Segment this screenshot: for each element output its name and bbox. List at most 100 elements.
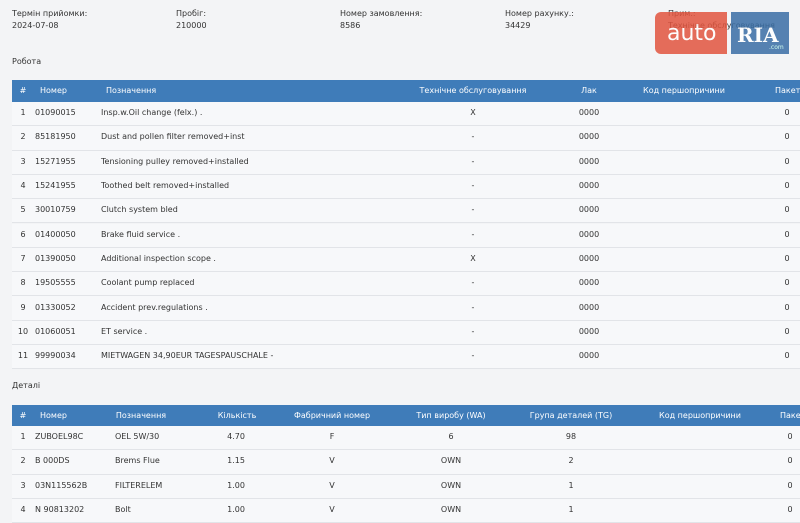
cell: 4 [20,181,26,191]
cell: OEL 5W/30 [115,432,160,442]
cell: Tensioning pulley removed+installed [101,156,249,166]
cell: Accident prev.regulations . [101,302,208,312]
cell: N 90813202 [35,505,85,515]
field-label: Номер рахунку.: [505,9,574,18]
table-row [12,150,800,175]
table-row [12,345,800,370]
logo-text: RIA [737,23,779,47]
cell: 01090015 [35,108,76,118]
cell: 0 [787,505,793,515]
cell: 8 [20,278,26,288]
table-row [12,474,800,499]
logo-text: .com [769,44,784,51]
cell: 0000 [578,108,600,118]
cell: 99990034 [35,351,76,361]
field-label: Пробіг: [176,9,207,18]
cell: 15241955 [35,181,76,191]
table-row [12,272,800,297]
field-label: Термін прийомки: [12,9,88,18]
cell: 10 [17,326,29,336]
cell: 0000 [578,181,600,191]
cell: 1.00 [227,505,245,515]
column-header: Позначення [115,411,167,420]
cell: 0000 [578,253,600,263]
column-header: Код першопричини [643,86,725,95]
cell: 6 [448,432,454,442]
cell: 0 [787,480,793,490]
cell: 5 [20,205,26,215]
column-header: Пакет [775,86,800,95]
cell: 0 [784,229,790,239]
cell: F [329,432,335,442]
cell: 85181950 [35,132,76,142]
cell: 11 [17,351,29,361]
field-label: Номер замовлення: [340,9,423,18]
cell: 9 [20,302,26,312]
cell: Brems Flue [115,456,160,466]
table-row [12,223,800,248]
cell: 19505555 [35,278,76,288]
table-row [12,498,800,523]
column-header: Тип виробу (WA) [416,411,486,420]
cell: X [470,108,476,118]
cell: Additional inspection scope . [101,253,216,263]
cell: 1 [20,432,26,442]
cell: X [470,253,476,263]
column-header: Пакет [780,411,800,420]
cell: 4.70 [227,432,245,442]
column-header: # [19,86,27,95]
logo-blue [731,12,789,54]
table-header [12,405,800,427]
column-header: Номер [40,86,67,95]
cell: 3 [20,480,26,490]
cell: 0 [784,108,790,118]
cell: 6 [20,229,26,239]
table-row [12,247,800,273]
column-header: Фабричний номер [293,411,371,420]
cell: OWN [440,480,462,490]
field-value: 34429 [505,21,531,30]
cell: 0000 [578,278,600,288]
cell: - [471,181,475,191]
cell: 0000 [578,302,600,312]
field-value: 2024-07-08 [12,21,59,30]
logo-red [655,12,727,54]
cell: 01400050 [35,229,76,239]
cell: - [471,326,475,336]
cell: Clutch system bled [101,205,178,215]
table-row [12,102,800,127]
cell: FILTERELEM [115,480,163,490]
cell: 01330052 [35,302,76,312]
cell: Brake fluid service . [101,229,181,239]
cell: ZUBOEL98C [35,432,84,442]
cell: - [471,229,475,239]
cell: 0000 [578,205,600,215]
cell: 0 [784,351,790,361]
column-header: Група деталей (TG) [529,411,613,420]
cell: 0 [784,278,790,288]
column-header: Кількість [217,411,257,420]
cell: 0 [784,156,790,166]
cell: 1 [568,480,574,490]
section-title: Робота [12,57,42,66]
cell: 15271955 [35,156,76,166]
cell: 1.00 [227,480,245,490]
cell: 0 [787,432,793,442]
logo: auto RIA .com [655,8,789,54]
table-row [12,320,800,345]
cell: 7 [20,253,26,263]
cell: 03N115562B [35,480,88,490]
column-header: Код першопричини [659,411,741,420]
cell: 2 [568,456,574,466]
cell: 0 [787,456,793,466]
column-header: Лак [581,86,597,95]
cell: ET service . [101,326,148,336]
table-row [12,174,800,200]
table-row [12,126,800,151]
column-header: # [19,411,27,420]
cell: Dust and pollen filter removed+inst [101,132,245,142]
cell: 3 [20,156,26,166]
cell: 0000 [578,229,600,239]
cell: 0 [784,205,790,215]
